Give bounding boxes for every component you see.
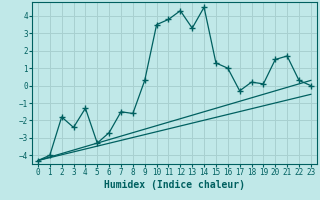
X-axis label: Humidex (Indice chaleur): Humidex (Indice chaleur): [104, 180, 245, 190]
